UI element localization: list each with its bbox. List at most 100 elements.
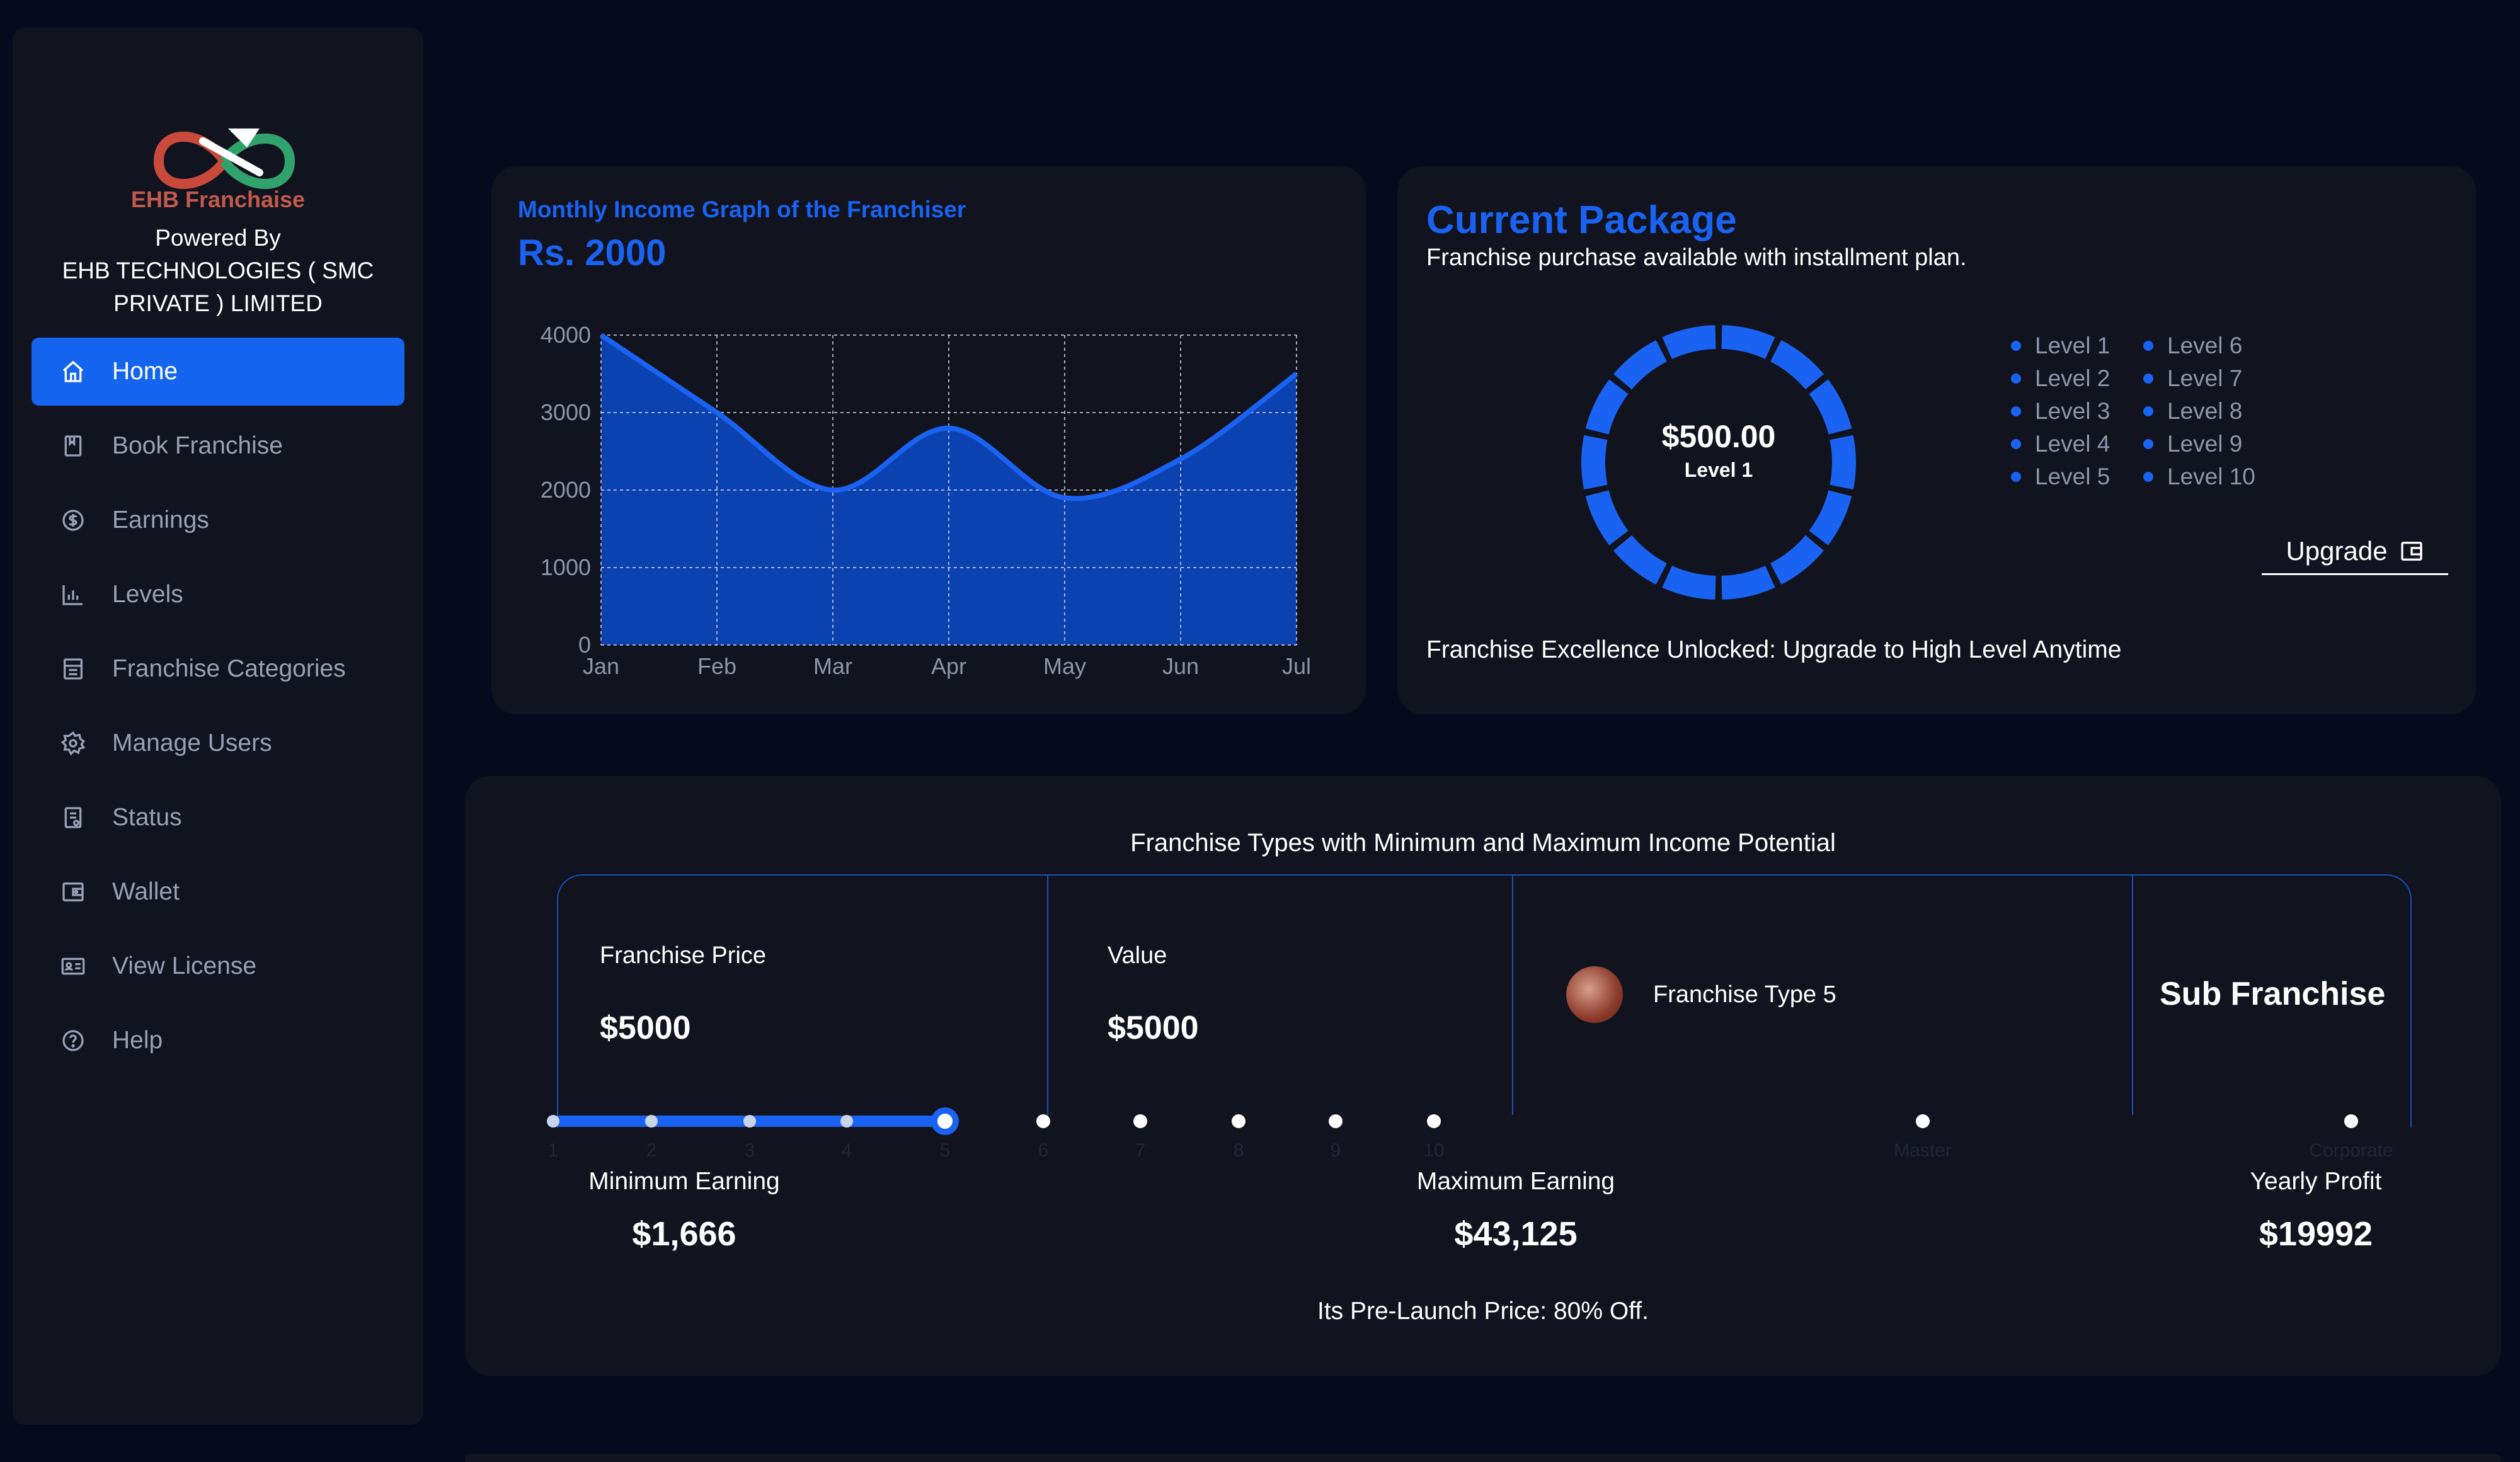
donut-segment — [1613, 340, 1667, 390]
x-tick-label: Jul — [1282, 653, 1311, 679]
step-label: 8 — [1233, 1140, 1244, 1161]
types-frame — [557, 874, 2412, 1128]
gear-icon — [59, 729, 87, 757]
y-tick-label: 3000 — [541, 399, 591, 425]
sidebar-item-home[interactable]: Home — [32, 338, 404, 406]
sidebar-item-manage-users[interactable]: Manage Users — [32, 709, 404, 777]
logo-text: EHB Franchaise — [130, 186, 306, 212]
sidebar-nav: Home Book Franchise Earnings Levels Fran… — [32, 338, 404, 1081]
legend-label: Level 2 — [2035, 365, 2110, 391]
store-icon — [59, 655, 87, 683]
sidebar-item-label: View License — [112, 952, 257, 979]
sidebar-item-help[interactable]: Help — [32, 1007, 404, 1075]
package-level: Level 1 — [1684, 459, 1753, 481]
legend-label: Level 8 — [2167, 398, 2243, 424]
wallet-icon — [59, 878, 87, 906]
legend-dot — [2011, 472, 2021, 482]
slider-step[interactable] — [840, 1115, 853, 1128]
slider-thumb-center — [937, 1114, 953, 1129]
slider-step[interactable] — [547, 1115, 559, 1128]
slider-step[interactable] — [1036, 1114, 1050, 1128]
sidebar-item-label: Status — [112, 804, 182, 831]
legend-dot — [2011, 374, 2021, 384]
donut-segment — [1770, 340, 1824, 390]
slider-step[interactable] — [1232, 1114, 1246, 1128]
legend-label: Level 3 — [2035, 398, 2110, 424]
slider-step[interactable] — [743, 1115, 756, 1128]
value: $5000 — [1108, 1010, 1199, 1046]
x-tick-label: May — [1043, 653, 1086, 679]
step-label: 1 — [547, 1140, 559, 1161]
legend-label: Level 7 — [2167, 365, 2243, 391]
slider-step[interactable] — [1329, 1114, 1343, 1128]
donut-segment — [1581, 435, 1608, 490]
company-line-2: PRIVATE ) LIMITED — [113, 290, 323, 316]
level-slider[interactable] — [465, 776, 2501, 1167]
home-icon — [59, 358, 87, 385]
dollar-circle-icon — [59, 506, 87, 534]
slider-step[interactable] — [1916, 1114, 1930, 1128]
x-tick-label: Mar — [813, 653, 852, 679]
donut-segment — [1585, 379, 1629, 435]
slider-step[interactable] — [2344, 1114, 2358, 1128]
sidebar-item-levels[interactable]: Levels — [32, 561, 404, 629]
current-package-card: Current Package Franchise purchase avail… — [1397, 166, 2476, 714]
y-tick-label: 1000 — [541, 554, 591, 580]
help-circle-icon — [59, 1027, 87, 1054]
sidebar-item-franchise-categories[interactable]: Franchise Categories — [32, 635, 404, 703]
step-label: 2 — [646, 1140, 657, 1161]
income-area-chart: 0 1000 2000 3000 4000 Jan Feb Mar Apr May Jun Jul — [541, 322, 1311, 679]
step-label: 7 — [1135, 1140, 1146, 1161]
step-label: 5 — [939, 1140, 951, 1161]
level-legend-item: Level 3 — [2011, 398, 2110, 425]
slider-step[interactable] — [645, 1115, 658, 1128]
donut-segment — [1662, 325, 1716, 359]
powered-by: Powered By EHB TECHNOLOGIES ( SMC PRIVAT… — [13, 222, 423, 320]
level-legend-item: Level 9 — [2143, 431, 2242, 457]
legend-label: Level 10 — [2167, 464, 2255, 489]
step-label: 6 — [1038, 1140, 1049, 1161]
upgrade-label: Upgrade — [2286, 536, 2388, 566]
sidebar-item-wallet[interactable]: Wallet — [32, 858, 404, 926]
level-legend-item: Level 2 — [2011, 365, 2110, 392]
level-legend-item: Level 7 — [2143, 365, 2242, 392]
series-line — [599, 333, 1298, 501]
package-subtitle: Franchise purchase available with instal… — [1426, 244, 1967, 271]
step-label: 3 — [744, 1140, 755, 1161]
chart-title: Monthly Income Graph of the Franchiser — [518, 197, 966, 222]
slider-step[interactable] — [1427, 1114, 1441, 1128]
types-title: Franchise Types with Minimum and Maximum… — [1130, 829, 1836, 857]
document-icon — [59, 804, 87, 831]
company-line-1: EHB TECHNOLOGIES ( SMC — [62, 258, 374, 283]
x-tick-label: Apr — [931, 653, 966, 679]
sidebar-item-label: Franchise Categories — [112, 655, 346, 682]
ehb-logo — [153, 128, 295, 189]
sidebar-item-label: Levels — [112, 581, 183, 608]
donut-center: $500.00 Level 1 — [1574, 418, 1864, 482]
y-tick-label: 2000 — [541, 477, 591, 503]
sidebar-item-view-license[interactable]: View License — [32, 932, 404, 1000]
y-tick-label: 0 — [578, 632, 591, 658]
max-earning-value: $43,125 — [1454, 1215, 1578, 1253]
sidebar-item-status[interactable]: Status — [32, 784, 404, 852]
legend-dot — [2143, 472, 2153, 482]
slider-step[interactable] — [1133, 1114, 1147, 1128]
franchise-type: Franchise Type 5 — [1653, 981, 1836, 1008]
step-label: 10 — [1423, 1140, 1445, 1161]
id-card-icon — [59, 952, 87, 980]
divider — [1047, 876, 1048, 1115]
legend-dot — [2011, 439, 2021, 449]
yearly-profit-label: Yearly Profit — [2250, 1168, 2382, 1195]
chart-value: Rs. 2000 — [518, 232, 667, 273]
legend-dot — [2143, 374, 2153, 384]
sidebar-item-earnings[interactable]: Earnings — [32, 486, 404, 554]
upgrade-button[interactable]: Upgrade — [2262, 529, 2448, 575]
value-label: Value — [1108, 942, 1167, 969]
yearly-profit-value: $19992 — [2259, 1215, 2373, 1253]
sidebar-item-label: Wallet — [112, 878, 180, 905]
sidebar-item-book-franchise[interactable]: Book Franchise — [32, 412, 404, 480]
x-tick-label: Feb — [697, 653, 736, 679]
max-earning-label: Maximum Earning — [1416, 1168, 1615, 1195]
legend-dot — [2011, 406, 2021, 416]
level-legend-item: Level 6 — [2143, 333, 2242, 359]
